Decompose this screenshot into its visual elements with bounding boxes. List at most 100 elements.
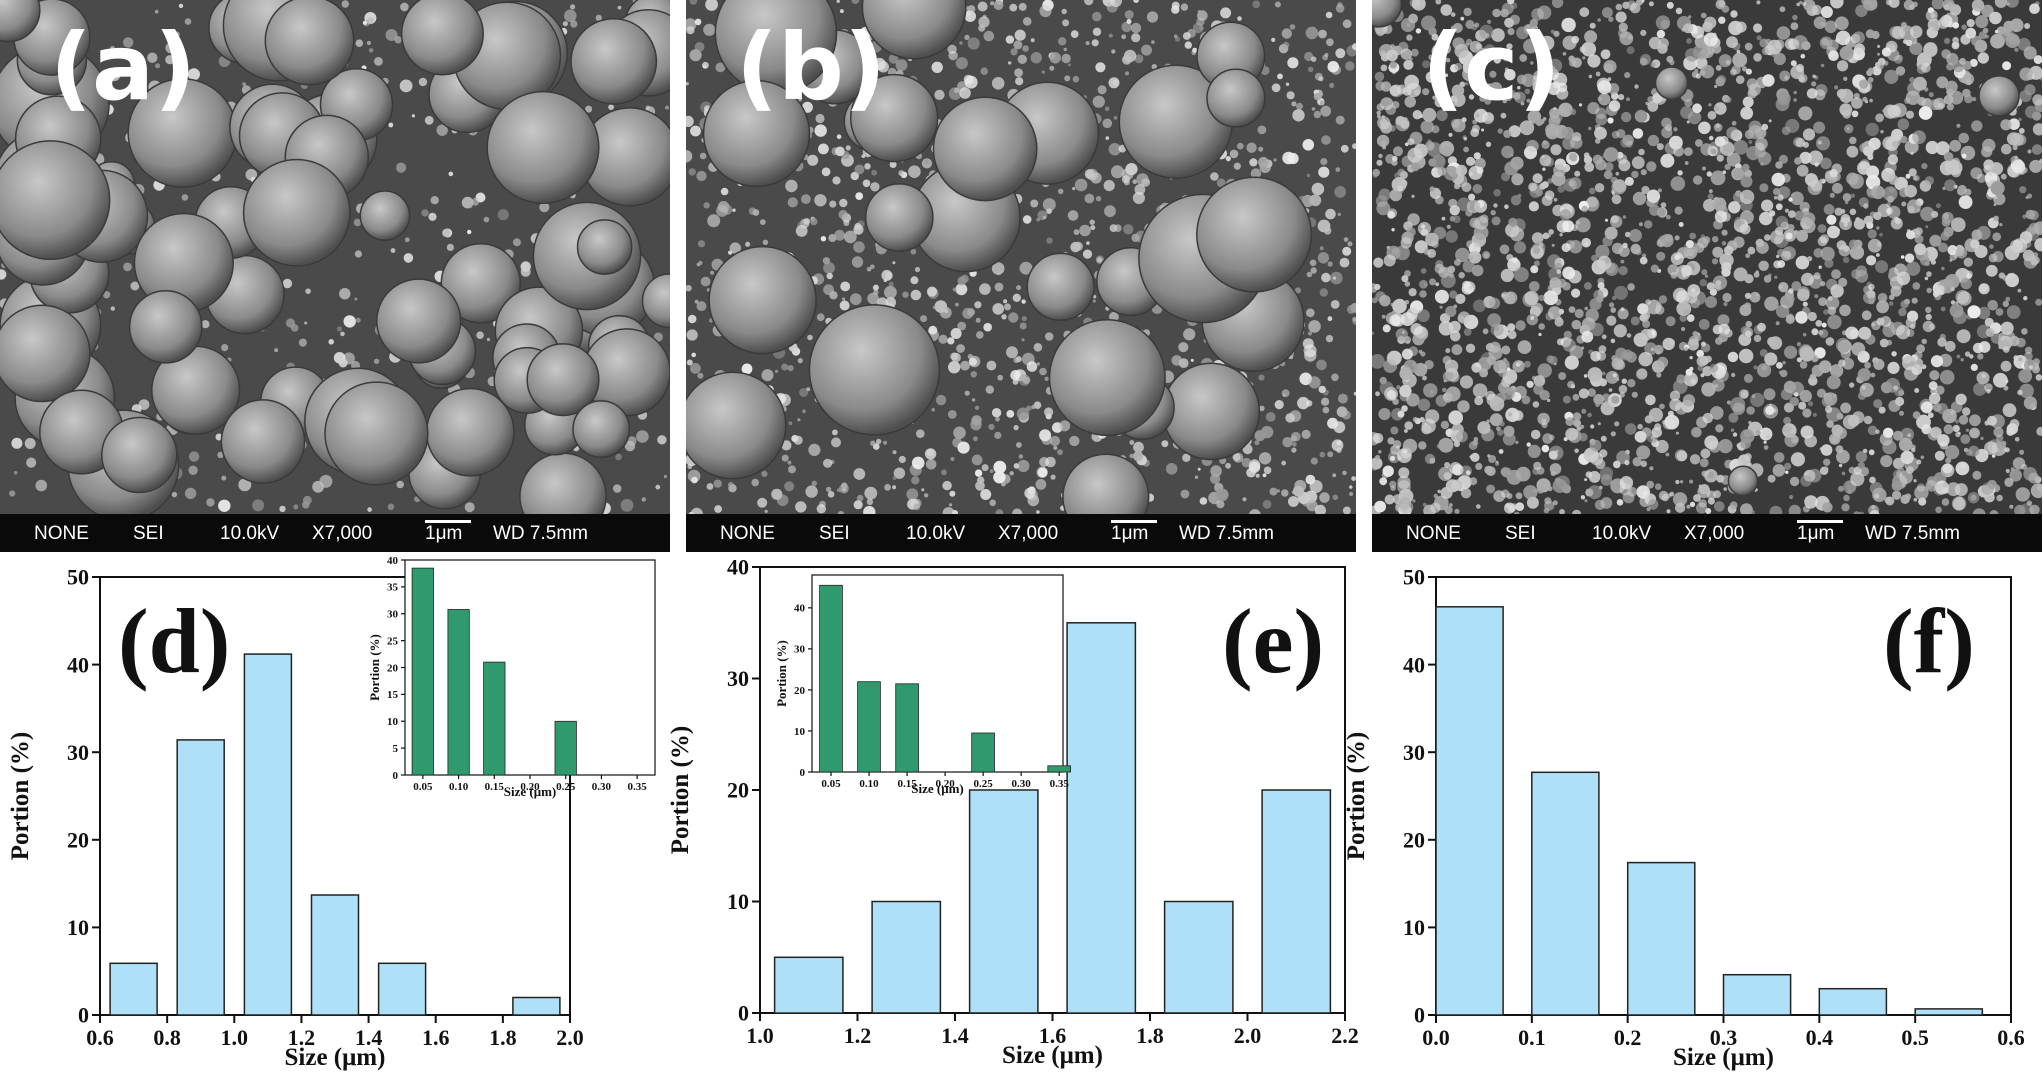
inset-x-axis-label: Size (μm) bbox=[504, 784, 557, 799]
inset-y-axis-label: Portion (%) bbox=[774, 640, 789, 707]
info-working-distance: WD 7.5mm bbox=[1865, 523, 1960, 544]
info-voltage: 10.0kV bbox=[1592, 523, 1652, 544]
bar bbox=[243, 653, 293, 1016]
info-mode: SEI bbox=[133, 523, 164, 544]
inset-x-tick-label: 0.05 bbox=[821, 778, 841, 790]
scale-bar bbox=[1797, 520, 1843, 523]
y-tick-label: 30 bbox=[67, 740, 89, 765]
x-axis-label: Size (μm) bbox=[285, 1044, 386, 1071]
x-tick-label: 1.6 bbox=[1039, 1023, 1067, 1048]
inset-y-tick-label: 0 bbox=[393, 770, 399, 782]
inset-y-tick-label: 10 bbox=[387, 716, 399, 728]
bar bbox=[377, 962, 427, 1016]
x-axis-label: Size (μm) bbox=[1673, 1044, 1774, 1071]
info-detector: NONE bbox=[34, 523, 89, 544]
sem-image-a bbox=[0, 0, 670, 515]
info-scale: 1μm bbox=[425, 523, 463, 544]
bar bbox=[1914, 1008, 1984, 1016]
y-tick-label: 40 bbox=[1403, 652, 1425, 677]
inset-bar bbox=[1047, 765, 1072, 773]
x-tick-label: 0.6 bbox=[1997, 1025, 2025, 1050]
bar bbox=[1261, 789, 1332, 1014]
inset-plot-frame bbox=[404, 559, 656, 776]
y-tick-label: 20 bbox=[1403, 828, 1425, 853]
bar bbox=[773, 956, 844, 1014]
x-tick-label: 0.5 bbox=[1901, 1025, 1929, 1050]
inset-x-tick-label: 0.25 bbox=[556, 781, 576, 793]
bar bbox=[310, 894, 360, 1016]
x-tick-label: 1.0 bbox=[746, 1023, 774, 1048]
y-tick-label: 20 bbox=[727, 778, 749, 803]
x-tick-label: 2.2 bbox=[1331, 1023, 1359, 1048]
y-tick-label: 0 bbox=[1414, 1003, 1425, 1028]
inset-y-tick-label: 10 bbox=[794, 726, 806, 738]
inset-x-tick-label: 0.20 bbox=[935, 778, 955, 790]
sem-panel-b: (b) NONE SEI 10.0kV X7,000 1μm WD 7.5mm bbox=[686, 0, 1356, 552]
inset-bar bbox=[819, 584, 843, 773]
inset-bar bbox=[554, 720, 577, 776]
inset-y-axis-label: Portion (%) bbox=[367, 634, 382, 701]
x-tick-label: 2.0 bbox=[1234, 1023, 1262, 1048]
x-tick-label: 0.8 bbox=[153, 1025, 181, 1050]
panel-label: (e) bbox=[1222, 590, 1324, 692]
y-tick-label: 20 bbox=[67, 828, 89, 853]
y-tick-label: 0 bbox=[738, 1001, 749, 1026]
bar bbox=[1435, 606, 1504, 1016]
bar bbox=[1818, 987, 1888, 1016]
inset-bar bbox=[411, 567, 434, 776]
y-tick-label: 0 bbox=[78, 1003, 89, 1028]
sem-panel-c: (c) NONE SEI 10.0kV X7,000 1μm WD 7.5mm bbox=[1372, 0, 2042, 552]
inset-y-tick-label: 30 bbox=[387, 609, 399, 621]
panel-label: (d) bbox=[118, 590, 230, 692]
sem-image-b bbox=[686, 0, 1356, 515]
bar bbox=[1626, 861, 1696, 1016]
inset-y-tick-label: 20 bbox=[794, 685, 806, 697]
inset-bar bbox=[971, 732, 995, 773]
inset-bar bbox=[895, 683, 919, 773]
y-tick-label: 40 bbox=[727, 555, 749, 580]
y-tick-label: 50 bbox=[1403, 565, 1425, 590]
x-tick-label: 0.6 bbox=[86, 1025, 114, 1050]
x-tick-label: 0.4 bbox=[1806, 1025, 1834, 1050]
x-tick-label: 1.0 bbox=[221, 1025, 249, 1050]
bar bbox=[1066, 622, 1137, 1014]
bar bbox=[1531, 771, 1600, 1016]
inset-bar bbox=[447, 609, 470, 776]
inset-x-tick-label: 0.15 bbox=[897, 778, 917, 790]
x-tick-label: 1.6 bbox=[422, 1025, 450, 1050]
plot-frame bbox=[1435, 576, 2012, 1016]
info-detector: NONE bbox=[720, 523, 775, 544]
x-tick-label: 1.4 bbox=[941, 1023, 969, 1048]
inset-x-tick-label: 0.10 bbox=[859, 778, 879, 790]
panel-label-b: (b) bbox=[736, 14, 886, 121]
inset-x-tick-label: 0.15 bbox=[485, 781, 505, 793]
inset-x-tick-label: 0.05 bbox=[413, 781, 433, 793]
inset-y-tick-label: 35 bbox=[387, 582, 399, 594]
sem-panel-a: (a) NONE SEI 10.0kV X7,000 1μm WD 7.5mm bbox=[0, 0, 670, 552]
inset-bar bbox=[483, 661, 506, 776]
inset-plot-frame bbox=[811, 574, 1064, 773]
x-tick-label: 1.2 bbox=[288, 1025, 316, 1050]
info-magnification: X7,000 bbox=[312, 523, 373, 544]
info-detector: NONE bbox=[1406, 523, 1461, 544]
info-working-distance: WD 7.5mm bbox=[1179, 523, 1274, 544]
plot-frame bbox=[759, 566, 1346, 1014]
inset-x-tick-label: 0.30 bbox=[1012, 778, 1032, 790]
x-tick-label: 1.8 bbox=[489, 1025, 517, 1050]
info-scale: 1μm bbox=[1797, 523, 1835, 544]
panel-label: (f) bbox=[1883, 590, 1975, 692]
inset-x-tick-label: 0.30 bbox=[592, 781, 612, 793]
sem-image-c bbox=[1372, 0, 2042, 515]
x-tick-label: 0.2 bbox=[1614, 1025, 1642, 1050]
info-scale: 1μm bbox=[1111, 523, 1149, 544]
inset-y-tick-label: 20 bbox=[387, 662, 399, 674]
panel-label-c: (c) bbox=[1422, 14, 1561, 121]
x-tick-label: 0.1 bbox=[1518, 1025, 1546, 1050]
bar bbox=[512, 996, 561, 1016]
panel-label-a: (a) bbox=[50, 14, 197, 121]
info-magnification: X7,000 bbox=[998, 523, 1059, 544]
y-tick-label: 30 bbox=[727, 666, 749, 691]
y-axis-label: Portion (%) bbox=[7, 732, 34, 860]
y-tick-label: 10 bbox=[1403, 915, 1425, 940]
scale-bar bbox=[1111, 520, 1157, 523]
